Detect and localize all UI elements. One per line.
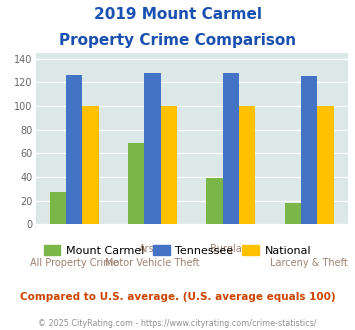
Bar — [206, 178, 223, 224]
Text: Arson: Arson — [139, 244, 166, 254]
Bar — [66, 75, 82, 224]
Bar — [144, 73, 161, 224]
Text: Property Crime Comparison: Property Crime Comparison — [59, 33, 296, 48]
Bar — [128, 143, 144, 224]
Text: Motor Vehicle Theft: Motor Vehicle Theft — [105, 258, 200, 268]
Text: Burglary: Burglary — [210, 244, 252, 254]
Bar — [317, 106, 334, 224]
Bar — [239, 106, 256, 224]
Text: All Property Crime: All Property Crime — [30, 258, 119, 268]
Legend: Mount Carmel, Tennessee, National: Mount Carmel, Tennessee, National — [39, 240, 316, 260]
Text: 2019 Mount Carmel: 2019 Mount Carmel — [93, 7, 262, 21]
Bar — [161, 106, 177, 224]
Text: Compared to U.S. average. (U.S. average equals 100): Compared to U.S. average. (U.S. average … — [20, 292, 335, 302]
Bar — [223, 73, 239, 224]
Text: Larceny & Theft: Larceny & Theft — [270, 258, 348, 268]
Text: © 2025 CityRating.com - https://www.cityrating.com/crime-statistics/: © 2025 CityRating.com - https://www.city… — [38, 319, 317, 328]
Bar — [50, 192, 66, 224]
Bar — [82, 106, 99, 224]
Bar — [284, 203, 301, 224]
Bar — [301, 77, 317, 224]
